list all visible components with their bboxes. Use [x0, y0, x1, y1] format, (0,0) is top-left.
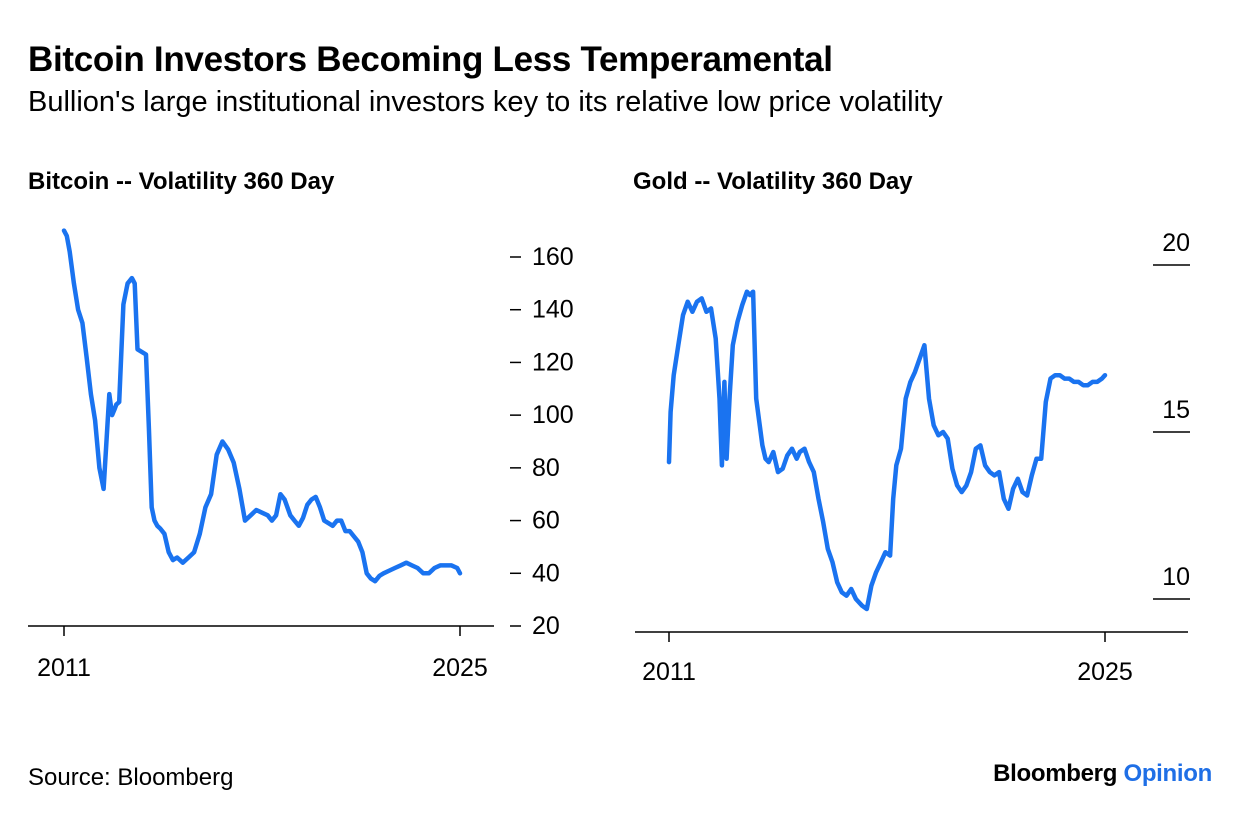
- gold-x-tick-label: 2025: [1077, 658, 1133, 686]
- logo-section: Opinion: [1123, 760, 1212, 787]
- bitcoin-y-tick-label: 100: [532, 401, 574, 429]
- bitcoin-y-tick-label: 120: [532, 348, 574, 376]
- logo-brand: Bloomberg: [993, 760, 1118, 787]
- bitcoin-y-tick-label: 40: [532, 559, 560, 587]
- gold-y-tick-label: 15: [1162, 396, 1190, 424]
- bloomberg-opinion-logo: Bloomberg Opinion: [993, 760, 1212, 788]
- bitcoin-volatility-line: [61, 228, 463, 584]
- gold-y-tick-label: 20: [1162, 229, 1190, 257]
- gold-panel-title: Gold -- Volatility 360 Day: [633, 168, 913, 195]
- bitcoin-y-tick-label: 160: [532, 243, 574, 271]
- bitcoin-x-tick-label: 2011: [37, 654, 91, 682]
- chart-title: Bitcoin Investors Becoming Less Temperam…: [28, 40, 833, 79]
- bitcoin-y-tick-label: 60: [532, 507, 560, 535]
- gold-x-tick-label: 2011: [642, 658, 696, 686]
- gold-y-tick-label: 10: [1162, 563, 1190, 591]
- source-note: Source: Bloomberg: [28, 764, 234, 791]
- gold-volatility-line: [666, 289, 1108, 612]
- bitcoin-y-tick-label: 140: [532, 296, 574, 324]
- bitcoin-x-tick-label: 2025: [432, 654, 488, 682]
- bitcoin-panel-title: Bitcoin -- Volatility 360 Day: [28, 168, 335, 195]
- bitcoin-y-tick-label: 80: [532, 454, 560, 482]
- chart-subtitle: Bullion's large institutional investors …: [28, 86, 943, 118]
- bitcoin-y-tick-label: 20: [532, 612, 560, 640]
